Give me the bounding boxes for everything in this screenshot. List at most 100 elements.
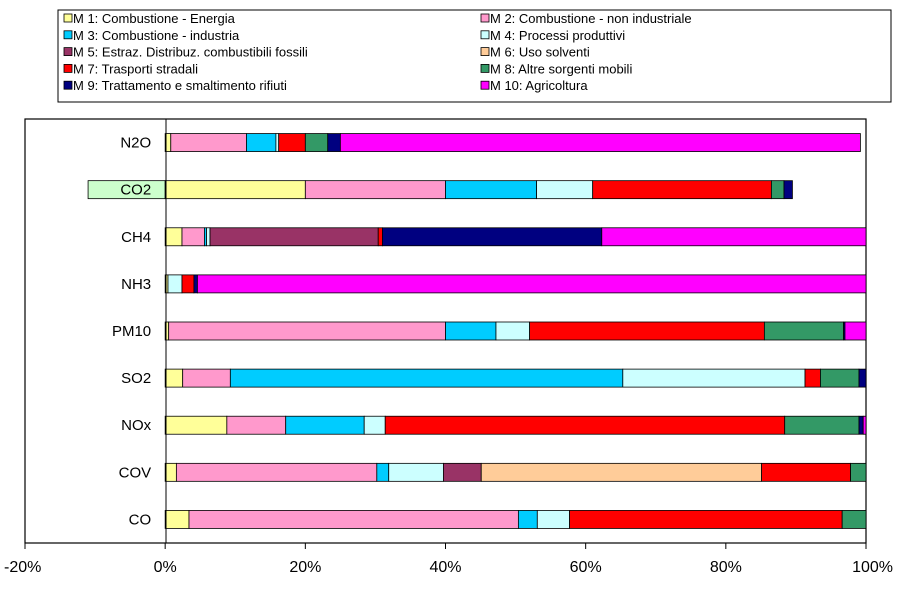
- legend-swatch-m5: [63, 47, 73, 56]
- bar-co-m4: [536, 510, 570, 529]
- category-label-co: CO: [129, 511, 152, 528]
- bar-pm10-m3: [445, 321, 497, 341]
- legend: M 1: Combustione - Energia M 2: Combustio…: [57, 9, 892, 103]
- legend-label-m5: M 5: Estraz. Distribuz. combustibili fos…: [73, 45, 308, 60]
- bar-pm10-m8: [763, 321, 844, 341]
- legend-border: [57, 9, 892, 103]
- legend-label-m9: M 9: Trattamento e smaltimento rifiuti: [73, 78, 287, 93]
- bar-co2-m2: [304, 180, 446, 200]
- bar-ch4-m5: [209, 227, 379, 247]
- bar-so2-m4: [622, 368, 806, 388]
- bar-ch4-m1: [164, 227, 183, 247]
- bar-nh3-m9: [193, 274, 198, 294]
- x-tick-label: 100%: [852, 559, 893, 576]
- bar-n2o-m9: [327, 133, 341, 152]
- bar-co2-m4: [536, 180, 594, 200]
- bar-cov-m1: [164, 462, 177, 482]
- bar-co2-m9: [783, 180, 793, 200]
- bar-nox-m10: [862, 415, 867, 435]
- category-label-co2: CO2: [120, 182, 151, 199]
- bar-cov-m3: [376, 462, 390, 482]
- bar-cov-m4: [388, 462, 444, 482]
- legend-label-m8: M 8: Altre sorgenti mobili: [490, 61, 632, 76]
- category-label-n2o: N2O: [120, 135, 151, 152]
- bar-nh3-m10: [197, 274, 867, 294]
- bar-co2-m1: [164, 180, 306, 200]
- x-axis: -20% 0% 20% 40% 60% 80% 100%: [4, 543, 893, 576]
- legend-swatch-m9: [63, 80, 73, 90]
- bar-nox-m3: [285, 415, 365, 435]
- bar-co-m2: [188, 510, 519, 529]
- legend-label-m7: M 7: Trasporti stradali: [73, 61, 198, 76]
- bar-co2-m8: [770, 180, 785, 200]
- bar-nh3-m7: [181, 274, 195, 294]
- bar-ch4-m7: [377, 227, 383, 247]
- bar-n2o-m7: [278, 133, 306, 152]
- bar-cov-m6: [480, 462, 762, 482]
- bar-ch4-m9: [382, 227, 603, 247]
- bar-co-m1: [164, 510, 190, 529]
- bar-so2-m9: [858, 368, 867, 388]
- legend-label-m6: M 6: Uso solventi: [490, 45, 590, 60]
- legend-label-m1: M 1: Combustione - Energia: [73, 11, 236, 26]
- bar-cov-m2: [175, 462, 378, 482]
- legend-label-m2: M 2: Combustione - non industriale: [490, 11, 692, 26]
- bar-co-m3: [517, 510, 538, 529]
- legend-label-m3: M 3: Combustione - industria: [73, 28, 240, 43]
- bar-nox-m8: [784, 415, 860, 435]
- bar-ch4-m4: [206, 227, 211, 247]
- bar-pm10-m2: [168, 321, 446, 341]
- bar-so2-m3: [229, 368, 624, 388]
- legend-label-m10: M 10: Agricoltura: [490, 78, 588, 93]
- bar-n2o-m3: [246, 133, 277, 152]
- legend-swatch-m7: [63, 64, 73, 73]
- bar-nox-m4: [363, 415, 386, 435]
- bar-so2-m1: [164, 368, 184, 388]
- bar-cov-m8: [850, 462, 867, 482]
- category-label-nh3: NH3: [121, 276, 151, 293]
- bar-n2o-m8: [304, 133, 329, 152]
- category-label-so2: SO2: [121, 370, 151, 387]
- plot-area: N2O CO2 CH4 NH3 PM10 SO2 NOx COV CO: [24, 118, 867, 544]
- bar-n2o-m4: [275, 133, 280, 152]
- bar-nh3-m4: [167, 274, 183, 294]
- legend-swatch-m4: [480, 30, 490, 40]
- bar-cov-m5: [442, 462, 482, 482]
- legend-swatch-m6: [480, 47, 490, 56]
- bar-nox-m7: [384, 415, 786, 435]
- bar-ch4-m2: [181, 227, 205, 247]
- bar-pm10-m4: [495, 321, 530, 341]
- legend-swatch-m3: [63, 30, 73, 40]
- bar-co-m7: [569, 510, 843, 529]
- bar-co-m8: [841, 510, 867, 529]
- legend-swatch-m10: [480, 80, 490, 90]
- x-tick-label: 0%: [154, 559, 177, 576]
- bar-ch4-m10: [601, 227, 867, 247]
- bar-nox-m9: [858, 415, 864, 435]
- category-label-pm10: PM10: [112, 323, 151, 340]
- legend-label-m4: M 4: Processi produttivi: [490, 28, 625, 43]
- x-tick-label: 20%: [289, 559, 321, 576]
- x-tick-label: 60%: [570, 559, 602, 576]
- x-tick-label: 40%: [429, 559, 461, 576]
- category-label-cov: COV: [119, 464, 152, 481]
- legend-swatch-m8: [480, 64, 490, 73]
- bar-nox-m1: [164, 415, 228, 435]
- legend-swatch-m2: [480, 13, 490, 23]
- bar-so2-m7: [804, 368, 821, 388]
- legend-swatch-m1: [63, 13, 73, 23]
- x-tick-label: -20%: [4, 559, 41, 576]
- bar-nox-m2: [226, 415, 287, 435]
- category-label-nox: NOx: [121, 417, 152, 434]
- bar-co2-m7: [592, 180, 772, 200]
- x-tick-label: 80%: [710, 559, 742, 576]
- bar-so2-m8: [820, 368, 860, 388]
- bar-n2o-m10: [339, 133, 861, 152]
- category-label-ch4: CH4: [121, 229, 151, 246]
- bar-n2o-m2: [170, 133, 247, 152]
- bar-co2-m3: [445, 180, 538, 200]
- bar-so2-m2: [182, 368, 231, 388]
- bar-pm10-m7: [529, 321, 765, 341]
- bar-pm10-m10: [844, 321, 867, 341]
